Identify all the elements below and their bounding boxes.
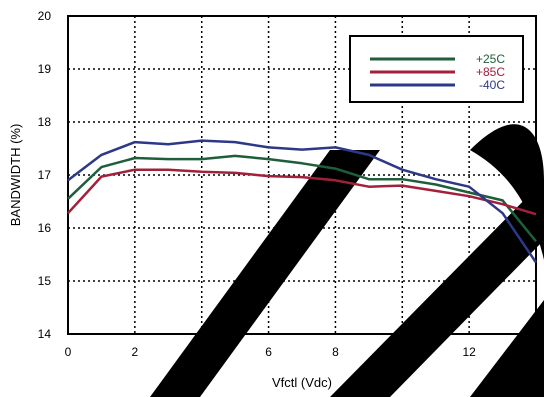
series-line: [67, 154, 537, 243]
y-tick-label: 14: [38, 327, 52, 341]
x-tick-label: 12: [462, 345, 476, 359]
y-tick-label: 20: [38, 9, 52, 23]
y-axis-ticks: 14 15 16 17 18 19 20: [38, 9, 52, 341]
legend-entries: +25C+85C-40C: [370, 52, 505, 92]
y-tick-label: 19: [38, 62, 52, 76]
x-axis-ticks: 0 2 4 6 8 10 12 14: [65, 345, 543, 359]
x-tick-label: 10: [396, 345, 410, 359]
y-axis-label: BANDWIDTH (%): [8, 124, 23, 227]
plot-area: [67, 15, 538, 335]
y-tick-label: 18: [38, 115, 52, 129]
legend-label: +85C: [476, 65, 505, 79]
watermark: [150, 124, 544, 397]
legend-label: -40C: [479, 78, 505, 92]
series-line: [67, 168, 537, 216]
y-tick-label: 15: [38, 274, 52, 288]
x-tick-label: 0: [65, 345, 72, 359]
x-tick-label: 14: [529, 345, 543, 359]
x-axis-label: Vfctl (Vdc): [272, 375, 332, 390]
legend-box: [349, 35, 524, 103]
grid: [68, 16, 536, 334]
x-tick-label: 8: [332, 345, 339, 359]
x-tick-label: 4: [198, 345, 205, 359]
legend-label: +25C: [476, 52, 505, 66]
x-tick-label: 6: [265, 345, 272, 359]
y-tick-label: 17: [38, 168, 52, 182]
x-tick-label: 2: [132, 345, 139, 359]
legend: +25C+85C-40C: [349, 35, 524, 103]
series-layer: [67, 139, 538, 264]
series-line: [67, 139, 538, 264]
y-tick-label: 16: [38, 221, 52, 235]
